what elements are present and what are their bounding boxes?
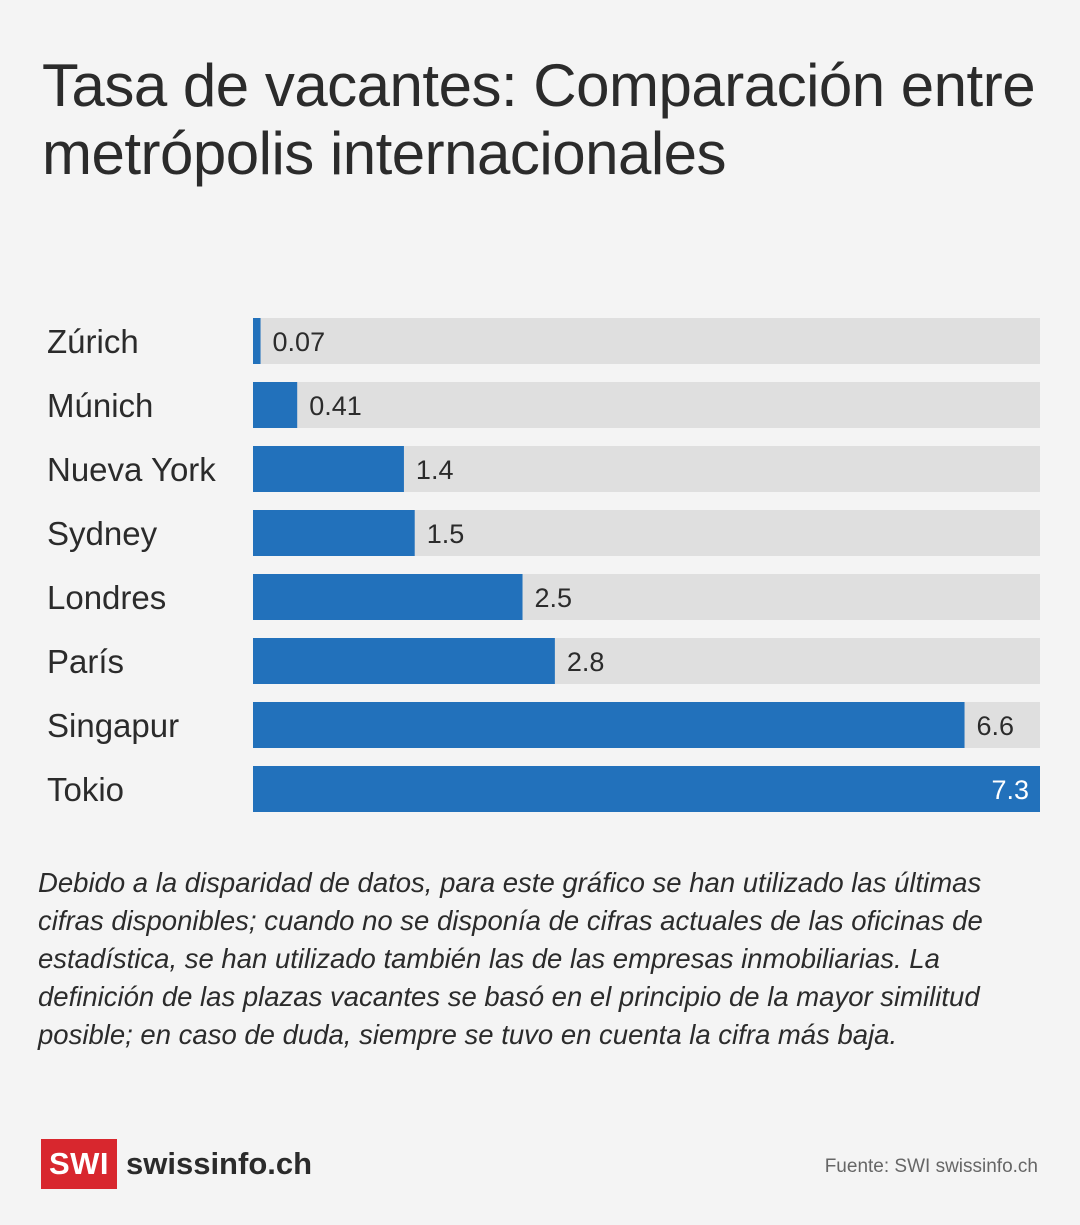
category-label-zurich: Zúrich bbox=[47, 323, 139, 360]
swissinfo-logo-text: swissinfo.ch bbox=[126, 1146, 313, 1181]
bar-paris bbox=[253, 638, 555, 684]
bar-singapur bbox=[253, 702, 965, 748]
category-label-sydney: Sydney bbox=[47, 515, 158, 552]
category-label-munich: Múnich bbox=[47, 387, 153, 424]
bar-zurich bbox=[253, 318, 261, 364]
swi-logo-box: SWI bbox=[41, 1139, 117, 1189]
value-label-zurich: 0.07 bbox=[273, 327, 326, 357]
bar-munich bbox=[253, 382, 298, 428]
category-label-singapur: Singapur bbox=[47, 707, 179, 744]
value-label-tokio: 7.3 bbox=[991, 775, 1029, 805]
bar-londres bbox=[253, 574, 523, 620]
chart-title: Tasa de vacantes: Comparación entre metr… bbox=[42, 52, 1036, 187]
bar-sydney bbox=[253, 510, 415, 556]
category-label-tokio: Tokio bbox=[47, 771, 124, 808]
source-credit: Fuente: SWI swissinfo.ch bbox=[824, 1156, 1038, 1177]
bar-tokio bbox=[253, 766, 1040, 812]
bar-chart: Zúrich 0.07 Múnich 0.41 Nueva York 1.4 Sydney 1… bbox=[47, 318, 1040, 812]
value-label-londres: 2.5 bbox=[535, 583, 573, 613]
value-label-sydney: 1.5 bbox=[427, 519, 465, 549]
value-label-paris: 2.8 bbox=[567, 647, 605, 677]
value-label-munich: 0.41 bbox=[309, 391, 362, 421]
value-label-nueva-york: 1.4 bbox=[416, 455, 454, 485]
category-label-londres: Londres bbox=[47, 579, 166, 616]
value-label-singapur: 6.6 bbox=[977, 711, 1015, 741]
chart-note: Debido a la disparidad de datos, para es… bbox=[38, 867, 983, 1050]
category-label-paris: París bbox=[47, 643, 124, 680]
swissinfo-logo[interactable]: SWI swissinfo.ch bbox=[41, 1139, 312, 1189]
bar-track-zurich bbox=[253, 318, 1040, 364]
category-label-nueva-york: Nueva York bbox=[47, 451, 216, 488]
bar-track-munich bbox=[253, 382, 1040, 428]
bar-nueva-york bbox=[253, 446, 404, 492]
